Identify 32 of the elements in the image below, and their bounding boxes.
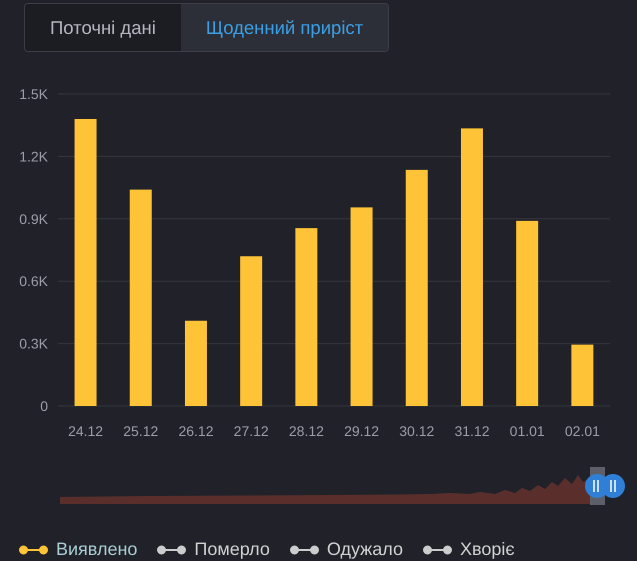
bar	[516, 220, 538, 406]
x-tick-label: 28.12	[288, 422, 324, 439]
bar	[295, 228, 318, 406]
legend-label: Померло	[194, 539, 270, 560]
legend-label: Одужало	[326, 539, 403, 560]
bar	[350, 207, 373, 406]
bar	[571, 344, 594, 406]
bar	[406, 170, 428, 406]
y-tick-label: 0	[40, 398, 48, 414]
legend-label: Хворіє	[460, 539, 515, 560]
y-tick-label: 0.9K	[19, 210, 49, 227]
y-tick-label: 0.3K	[19, 336, 49, 352]
x-tick-label: 30.12	[399, 422, 435, 439]
bar	[460, 128, 483, 406]
bar	[130, 190, 152, 406]
tab-button[interactable]: Поточні дані	[25, 4, 181, 51]
x-tick-label: 02.01	[564, 422, 600, 439]
x-tick-label: 31.12	[454, 422, 490, 439]
x-tick-label: 01.01	[510, 422, 545, 439]
bar	[74, 118, 97, 406]
x-tick-label: 24.12	[68, 422, 104, 439]
y-tick-label: 0.6K	[19, 273, 49, 290]
x-tick-label: 27.12	[234, 422, 269, 439]
x-tick-label: 25.12	[123, 422, 159, 439]
bar	[240, 256, 262, 406]
legend-label: Виявлено	[56, 539, 138, 560]
y-tick-label: 1.5K	[19, 86, 49, 102]
bar	[184, 320, 207, 406]
x-tick-label: 26.12	[178, 422, 214, 439]
tab-button[interactable]: Щоденний приріст	[180, 4, 388, 51]
x-tick-label: 29.12	[344, 422, 380, 439]
y-tick-label: 1.2K	[19, 148, 49, 164]
